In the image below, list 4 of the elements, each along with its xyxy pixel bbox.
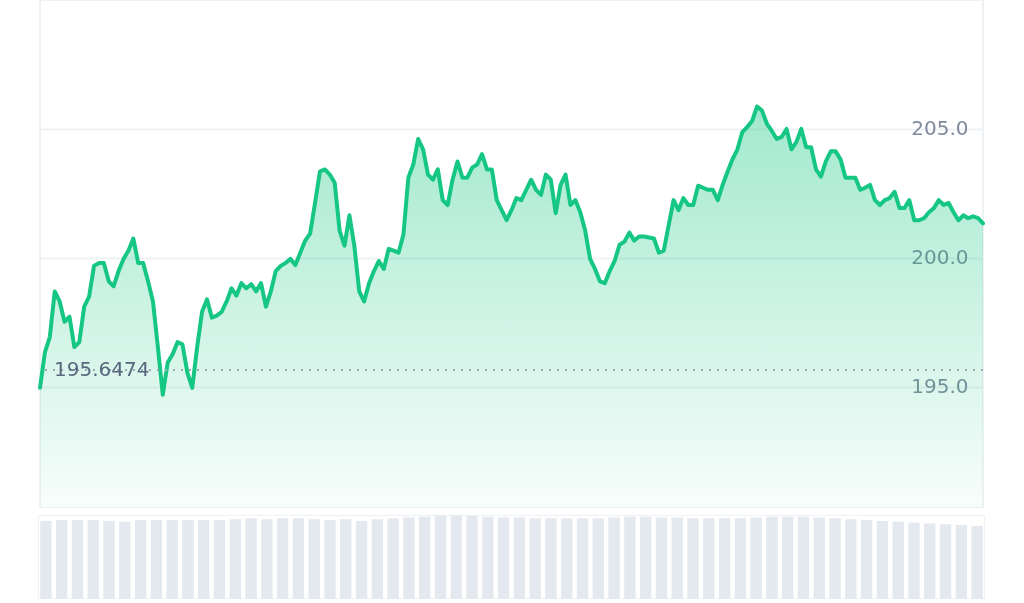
y-tick-label: 195.0 (911, 374, 969, 399)
ref-line-label: 195.6474 (54, 357, 150, 382)
y-tick-label: 205.0 (911, 116, 969, 141)
y-tick-label: 200.0 (911, 245, 969, 270)
